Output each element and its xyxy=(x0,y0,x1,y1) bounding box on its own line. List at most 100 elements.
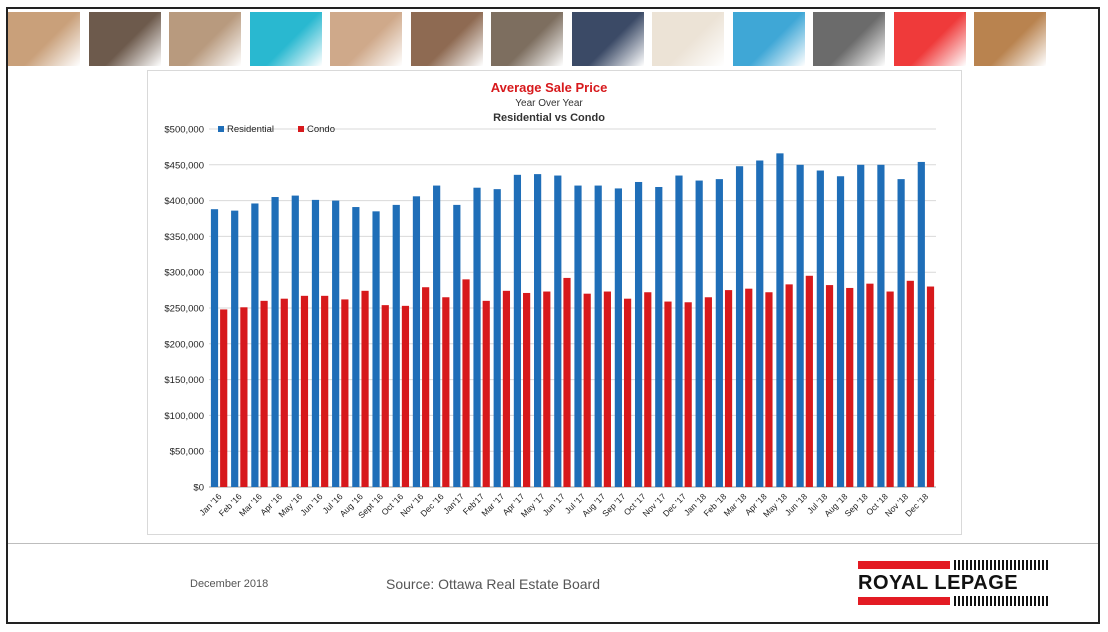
x-tick-label: Jun '18 xyxy=(783,491,809,517)
bar-condo xyxy=(664,301,672,487)
x-tick-label: Dec '18 xyxy=(903,491,930,518)
y-tick-label: $500,000 xyxy=(164,125,204,136)
legend-label-condo: Condo xyxy=(307,124,335,135)
chart-subtitle-2: Residential vs Condo xyxy=(493,112,605,124)
bar-condo xyxy=(603,291,611,487)
bar-residential xyxy=(897,179,905,487)
bar-condo xyxy=(381,305,389,487)
photo-strip xyxy=(8,12,1048,66)
bar-residential xyxy=(614,188,622,487)
bar-condo xyxy=(926,286,935,487)
bar-residential xyxy=(251,203,259,488)
bar-residential xyxy=(594,185,602,487)
footer-date: December 2018 xyxy=(190,578,269,590)
bar-residential xyxy=(513,174,522,487)
x-tick-label: Mar '16 xyxy=(237,491,264,518)
bar-chart: Average Sale Price Year Over Year Resident… xyxy=(164,80,936,520)
bar-condo xyxy=(442,297,450,487)
pool-photo xyxy=(732,12,805,66)
bar-condo xyxy=(462,279,470,487)
bar-residential xyxy=(695,180,703,487)
chart-panel: Average Sale Price Year Over Year Resident… xyxy=(147,70,962,535)
bar-condo xyxy=(745,288,753,487)
bar-condo xyxy=(523,292,531,487)
bar-condo xyxy=(482,300,490,487)
father-child-photo xyxy=(974,12,1046,66)
x-tick-label: Mar '18 xyxy=(722,491,749,518)
bar-residential xyxy=(917,161,925,487)
x-tick-label: Jun '16 xyxy=(298,491,324,517)
hand-photo xyxy=(571,12,644,66)
family-photo xyxy=(8,12,80,66)
bar-residential xyxy=(392,204,400,487)
legend-swatch-residential xyxy=(218,126,224,132)
bar-condo xyxy=(886,291,894,487)
bar-condo xyxy=(765,292,773,487)
royal-lepage-logo: ROYAL LEPAGE xyxy=(858,558,1050,608)
bar-residential xyxy=(796,164,804,488)
bar-residential xyxy=(433,185,441,487)
bar-residential xyxy=(655,186,663,487)
bar-condo xyxy=(543,291,551,487)
x-tick-label: Sep '17 xyxy=(600,491,627,518)
x-tick-label: Dec '16 xyxy=(418,491,445,518)
bar-residential xyxy=(857,164,865,488)
y-tick-label: $300,000 xyxy=(164,268,204,279)
bar-residential xyxy=(311,199,320,487)
bar-residential xyxy=(493,189,501,488)
bar-condo xyxy=(623,298,632,487)
bar-residential xyxy=(776,153,784,487)
bar-condo xyxy=(644,292,652,487)
bar-residential xyxy=(473,187,481,487)
y-tick-label: $50,000 xyxy=(170,447,204,458)
bar-condo xyxy=(422,287,430,487)
logo-barcode-bottom xyxy=(954,596,1050,606)
footer-divider xyxy=(8,543,1098,544)
bar-residential xyxy=(554,175,562,487)
bar-condo xyxy=(785,284,793,487)
couple-photo xyxy=(169,12,241,66)
x-tick-label: Jun '17 xyxy=(541,491,567,517)
bar-condo xyxy=(240,307,248,487)
logo-red-bar-top xyxy=(858,561,950,569)
bar-residential xyxy=(372,211,380,487)
bar-condo xyxy=(825,285,834,487)
bar-condo xyxy=(502,290,511,487)
y-tick-label: $200,000 xyxy=(164,339,204,350)
bar-condo xyxy=(401,305,410,487)
bar-residential xyxy=(574,185,582,487)
bar-condo xyxy=(906,280,914,487)
bar-residential xyxy=(534,174,542,487)
red-block xyxy=(893,12,966,66)
bar-residential xyxy=(453,204,461,487)
bar-residential xyxy=(352,207,360,487)
bar-residential xyxy=(715,179,723,487)
bar-condo xyxy=(341,299,349,487)
y-tick-label: $100,000 xyxy=(164,411,204,422)
logo-red-bar-bottom xyxy=(858,597,950,605)
bar-condo xyxy=(724,290,733,487)
bar-residential xyxy=(735,166,744,487)
bar-condo xyxy=(260,300,268,487)
footer-source: Source: Ottawa Real Estate Board xyxy=(386,576,600,592)
bar-residential xyxy=(756,160,764,487)
legend-swatch-condo xyxy=(298,126,304,132)
chart-subtitle: Year Over Year xyxy=(515,98,583,109)
bar-condo xyxy=(361,290,369,487)
y-tick-label: $250,000 xyxy=(164,304,204,315)
meeting-photo xyxy=(813,12,885,66)
bar-residential xyxy=(675,175,683,487)
beige-block xyxy=(652,12,724,66)
y-tick-label: $400,000 xyxy=(164,196,204,207)
y-tick-label: $0 xyxy=(193,483,204,494)
woman-phone-photo xyxy=(330,12,402,66)
logo-wordmark: ROYAL LEPAGE xyxy=(858,572,1019,594)
bar-residential xyxy=(634,181,643,487)
y-tick-label: $350,000 xyxy=(164,232,204,243)
x-tick-label: Sep '18 xyxy=(842,491,869,518)
teal-block xyxy=(249,12,322,66)
bar-condo xyxy=(300,295,309,487)
bar-condo xyxy=(805,275,813,487)
legend-label-residential: Residential xyxy=(227,124,274,135)
phone-photo xyxy=(88,12,161,66)
